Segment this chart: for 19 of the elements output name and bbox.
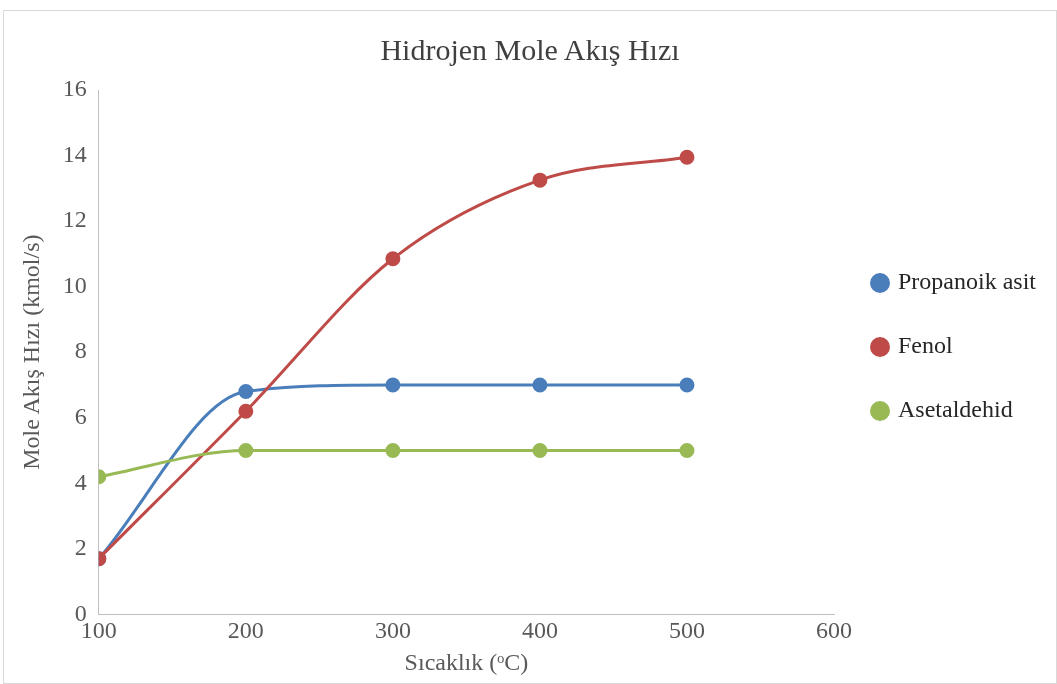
- y-tick-label: 14: [62, 140, 87, 167]
- x-axis-title: Sıcaklık (ᵒC): [404, 648, 529, 675]
- y-axis-title: Mole Akış Hızı (kmol/s): [17, 234, 44, 470]
- y-tick-label: 10: [62, 271, 87, 298]
- y-tick-label: 12: [62, 206, 87, 233]
- y-tick-label: 6: [74, 403, 87, 430]
- y-tick-label: 8: [74, 337, 87, 364]
- x-tick-label: 600: [816, 617, 853, 644]
- legend-label: Propanoik asit: [898, 268, 1037, 295]
- x-tick-label: 300: [374, 617, 411, 644]
- y-tick-label: 4: [74, 468, 87, 495]
- chart-title: Hidrojen Mole Akış Hızı: [380, 32, 680, 66]
- y-tick-label: 16: [62, 75, 87, 102]
- y-tick-label: 2: [74, 534, 87, 561]
- legend-label: Fenol: [898, 332, 954, 359]
- x-tick-label: 200: [227, 617, 264, 644]
- x-tick-label: 500: [668, 617, 705, 644]
- legend-label: Asetaldehid: [898, 396, 1013, 423]
- x-tick-label: 400: [521, 617, 558, 644]
